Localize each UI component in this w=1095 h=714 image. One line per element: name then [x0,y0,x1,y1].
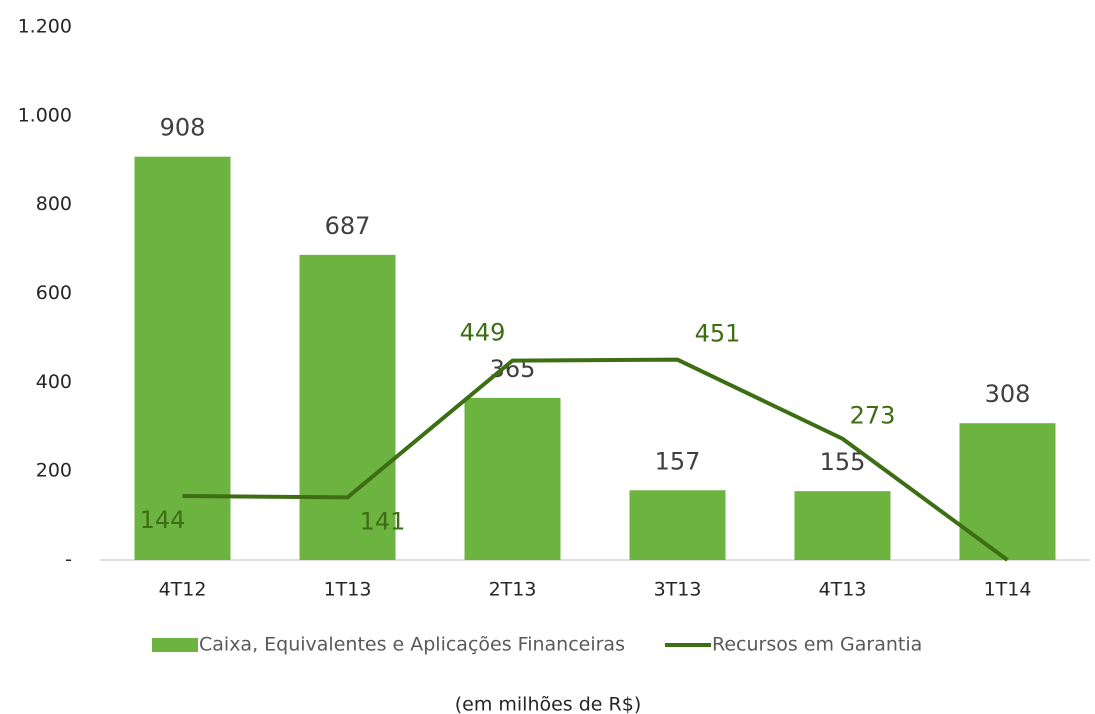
bar-value-label: 155 [820,448,866,476]
y-tick-label: 400 [36,371,72,393]
bar [464,397,561,560]
bar [299,254,396,561]
y-tick-label: 600 [36,282,72,304]
line [182,357,1009,562]
y-tick-label: 800 [36,193,72,215]
note: (em milhões de R$) [455,694,642,714]
x-tick-label: 1T14 [984,579,1032,601]
y-tick-label: 1.000 [18,104,72,126]
y-tick-label: 1.200 [18,16,72,38]
bar-value-label: 157 [655,447,701,475]
bar-value-label: 908 [160,114,206,142]
line-value-label: 144 [140,506,186,534]
legend-swatch [152,638,198,652]
legend-label: Recursos em Garantia [712,634,922,656]
x-tick-label: 2T13 [489,579,537,601]
line-value-label: 449 [460,319,506,347]
x-tick-label: 4T13 [819,579,867,601]
bar-value-label: 308 [985,380,1031,408]
line-value-label: 141 [360,507,406,535]
x-tick-label: 4T12 [159,579,207,601]
x-tick-label: 1T13 [324,579,372,601]
bar [959,423,1056,560]
y-tick-label: 200 [36,460,72,482]
x-tick-label: 3T13 [654,579,702,601]
line-value-label: 451 [695,320,741,348]
y-tick-label: - [65,549,72,571]
line-value-label: 273 [850,402,896,430]
bar [794,491,891,560]
bar-value-label: 687 [325,212,371,240]
bar [134,156,231,561]
bar [629,490,726,560]
legend-label: Caixa, Equivalentes e Aplicações Finance… [199,634,625,656]
